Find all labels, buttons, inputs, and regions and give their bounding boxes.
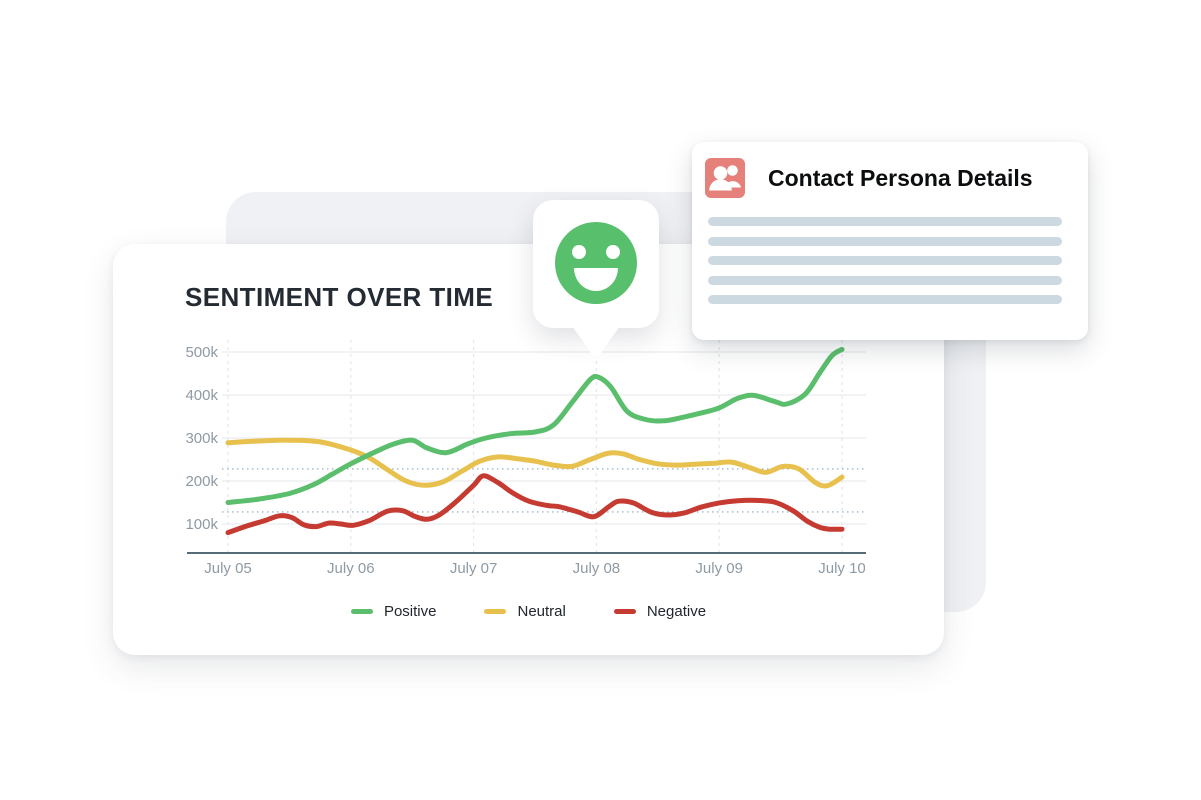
x-axis-tick-label: July 07 [450, 560, 498, 577]
placeholder-line [708, 256, 1062, 265]
placeholder-line [708, 236, 1062, 246]
smiley-face-icon [555, 222, 637, 304]
bubble-pointer [572, 326, 620, 357]
negative-swatch-icon [613, 609, 636, 614]
neutral-swatch-icon [484, 609, 507, 614]
x-axis-tick-label: July 05 [204, 560, 252, 577]
contact-persona-card: Contact Persona Details [692, 142, 1088, 340]
placeholder-line [708, 275, 1062, 285]
users-icon [705, 158, 745, 198]
persona-card-title: Contact Persona Details [768, 164, 1033, 191]
y-axis-tick-label: 500k [185, 344, 218, 361]
legend-item-positive: Positive [350, 603, 437, 620]
legend-item-negative: Negative [613, 603, 707, 620]
sentiment-tooltip-bubble [533, 200, 659, 357]
placeholder-line [708, 217, 1062, 226]
chart-legend: Positive Neutral Negative [113, 603, 944, 620]
legend-label: Negative [646, 603, 707, 620]
y-axis-tick-label: 200k [185, 473, 218, 490]
positive-swatch-icon [350, 609, 373, 614]
x-axis-tick-label: July 10 [818, 560, 866, 577]
x-axis-tick-label: July 08 [573, 560, 621, 577]
series-line-positive [225, 346, 845, 505]
legend-label: Positive [383, 603, 437, 620]
persona-card-header: Contact Persona Details [705, 158, 1033, 198]
chart-title: SENTIMENT OVER TIME [185, 282, 494, 312]
placeholder-line [708, 295, 1062, 304]
x-axis-tick-label: July 06 [327, 560, 375, 577]
y-axis-tick-label: 300k [185, 430, 218, 447]
legend-item-neutral: Neutral [484, 603, 566, 620]
y-axis-tick-label: 400k [185, 387, 218, 404]
x-axis-tick-label: July 09 [695, 560, 743, 577]
persona-placeholder-lines [708, 217, 1062, 315]
sentiment-line-chart: 500k 400k 300k 200k 100k July 05 July 06 July 0… [185, 340, 866, 577]
y-axis-tick-label: 100k [185, 516, 218, 533]
legend-label: Neutral [517, 603, 566, 620]
series-line-neutral [225, 437, 845, 489]
series-line-negative [225, 473, 845, 536]
